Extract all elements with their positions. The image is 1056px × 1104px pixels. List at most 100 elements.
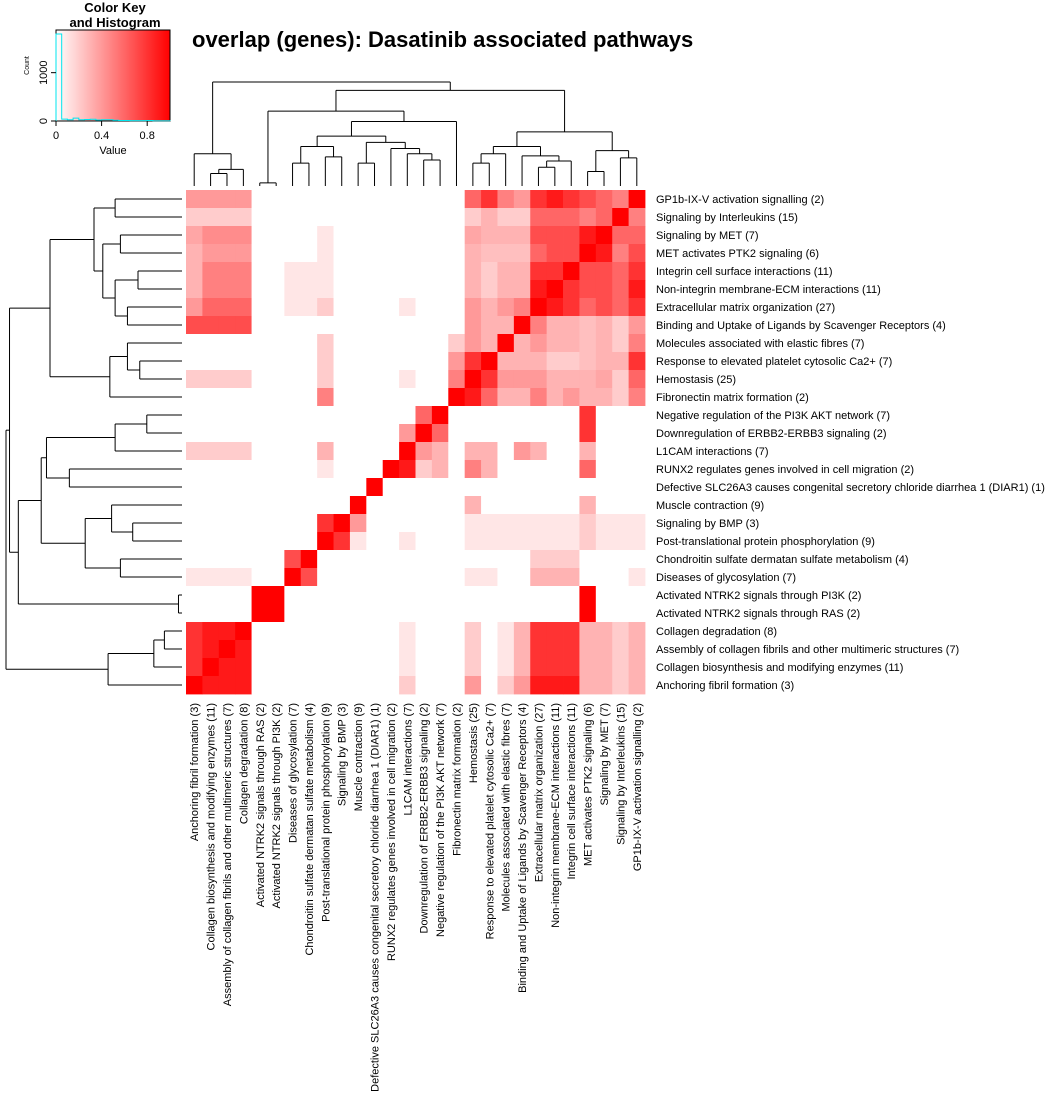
heatmap-cell xyxy=(513,460,531,479)
heatmap-cell xyxy=(464,316,482,335)
heatmap-cell xyxy=(563,568,580,587)
heatmap-cell xyxy=(202,622,220,641)
heatmap-cell xyxy=(399,388,416,407)
heatmap-cell xyxy=(267,442,285,461)
heatmap-cell xyxy=(464,280,482,299)
heatmap-cell xyxy=(431,442,449,461)
heatmap-cell xyxy=(251,658,269,677)
heatmap-cell xyxy=(235,514,252,533)
heatmap-cell xyxy=(382,676,400,695)
heatmap-cell xyxy=(513,640,531,659)
heatmap-cell xyxy=(317,406,334,425)
heatmap-cell xyxy=(415,640,433,659)
heatmap-cell xyxy=(513,388,531,407)
heatmap-cell xyxy=(366,532,384,551)
column-label: MET activates PTK2 signaling (6) xyxy=(583,703,595,866)
heatmap-cell xyxy=(300,658,318,677)
heatmap-cell xyxy=(595,262,613,281)
heatmap-cell xyxy=(481,316,498,335)
heatmap-cell xyxy=(284,280,302,299)
heatmap-cell xyxy=(628,604,646,623)
heatmap-cell xyxy=(415,514,433,533)
heatmap-cell xyxy=(284,460,302,479)
heatmap-cell xyxy=(235,622,252,641)
heatmap-cell xyxy=(186,460,203,479)
heatmap-cell xyxy=(530,460,548,479)
heatmap-cell xyxy=(317,532,334,551)
heatmap-cell xyxy=(300,478,318,497)
heatmap-cell xyxy=(317,334,334,353)
column-dendrogram xyxy=(193,81,638,186)
heatmap-cell xyxy=(448,550,466,569)
heatmap-cell xyxy=(300,406,318,425)
heatmap-cell xyxy=(317,604,334,623)
heatmap-cell xyxy=(530,424,548,443)
heatmap-cell xyxy=(317,388,334,407)
heatmap-cell xyxy=(186,406,203,425)
heatmap-cell xyxy=(546,190,564,209)
heatmap-cell xyxy=(399,424,416,443)
heatmap-cell xyxy=(612,424,629,443)
heatmap-cell xyxy=(513,316,531,335)
heatmap-cell xyxy=(202,514,220,533)
heatmap-cell xyxy=(267,226,285,245)
heatmap-cell xyxy=(415,352,433,371)
heatmap-cell xyxy=(563,604,580,623)
heatmap-cell xyxy=(267,532,285,551)
heatmap-cell xyxy=(251,478,269,497)
row-label: Downregulation of ERBB2-ERBB3 signaling … xyxy=(656,428,887,440)
heatmap-cell xyxy=(235,532,252,551)
heatmap-cell xyxy=(267,388,285,407)
heatmap-cell xyxy=(399,352,416,371)
column-label: Signaling by Interleukins (15) xyxy=(615,703,627,845)
heatmap-cell xyxy=(399,640,416,659)
heatmap-cell xyxy=(300,586,318,605)
heatmap-cell xyxy=(399,568,416,587)
heatmap-cell xyxy=(628,280,646,299)
heatmap-cell xyxy=(595,352,613,371)
heatmap-cell xyxy=(186,352,203,371)
color-key-title: Color Key and Histogram xyxy=(50,0,180,30)
column-label: Extracellular matrix organization (27) xyxy=(533,703,545,882)
heatmap-cell xyxy=(497,532,515,551)
column-label: Molecules associated with elastic fibres… xyxy=(501,703,513,911)
heatmap-cell xyxy=(267,496,285,515)
column-label: Signaling by MET (7) xyxy=(599,703,611,806)
heatmap-cell xyxy=(497,640,515,659)
heatmap-cell xyxy=(333,514,351,533)
heatmap-cell xyxy=(349,280,367,299)
heatmap-cell xyxy=(349,676,367,695)
heatmap-cell xyxy=(382,406,400,425)
row-label: Negative regulation of the PI3K AKT netw… xyxy=(656,410,890,422)
heatmap-cell xyxy=(481,226,498,245)
heatmap-cell xyxy=(628,190,646,209)
row-label: Response to elevated platelet cytosolic … xyxy=(656,356,892,368)
heatmap-cell xyxy=(317,622,334,641)
heatmap-cell xyxy=(284,334,302,353)
heatmap-cell xyxy=(399,460,416,479)
heatmap-cell xyxy=(235,334,252,353)
heatmap-cell xyxy=(579,352,597,371)
heatmap-cell xyxy=(366,460,384,479)
heatmap-cell xyxy=(317,280,334,299)
column-label: Downregulation of ERBB2-ERBB3 signaling … xyxy=(419,703,431,934)
heatmap-cell xyxy=(317,298,334,317)
heatmap-cell xyxy=(497,298,515,317)
heatmap-cell xyxy=(530,640,548,659)
heatmap-cell xyxy=(481,640,498,659)
heatmap-cell xyxy=(300,334,318,353)
heatmap-cell xyxy=(415,298,433,317)
heatmap-cell xyxy=(186,604,203,623)
heatmap-cell xyxy=(284,352,302,371)
heatmap-cell xyxy=(366,586,384,605)
heatmap-cell xyxy=(300,460,318,479)
heatmap-cell xyxy=(579,658,597,677)
heatmap-cell xyxy=(333,406,351,425)
heatmap-cell xyxy=(251,298,269,317)
heatmap-cell xyxy=(382,190,400,209)
heatmap-cell xyxy=(382,622,400,641)
column-label: Integrin cell surface interactions (11) xyxy=(566,703,578,880)
heatmap-cell xyxy=(218,280,236,299)
heatmap-cell xyxy=(546,658,564,677)
heatmap-cell xyxy=(579,568,597,587)
